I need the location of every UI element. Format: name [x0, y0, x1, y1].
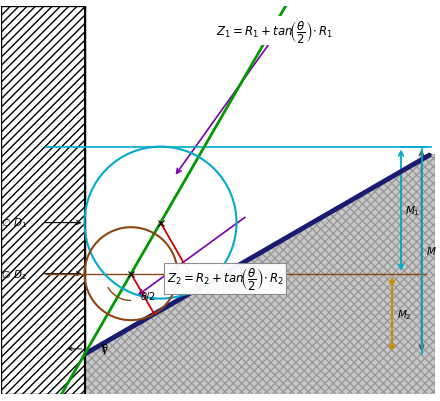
- Text: $M_1$: $M_1$: [406, 204, 420, 217]
- Text: $\emptyset\ D_1$: $\emptyset\ D_1$: [1, 216, 28, 230]
- Text: $Z_1 = R_1 + tan\!\left(\dfrac{\theta}{2}\right)\!\cdot R_1$: $Z_1 = R_1 + tan\!\left(\dfrac{\theta}{2…: [216, 18, 333, 45]
- Polygon shape: [1, 6, 84, 395]
- Text: $M$: $M$: [426, 245, 437, 257]
- Polygon shape: [84, 155, 435, 395]
- Text: $Z_2 = R_2 + tan\!\left(\dfrac{\theta}{2}\right)\!\cdot R_2$: $Z_2 = R_2 + tan\!\left(\dfrac{\theta}{2…: [167, 265, 284, 292]
- Text: $\emptyset\ D_2$: $\emptyset\ D_2$: [1, 267, 28, 281]
- Text: $\theta$: $\theta$: [101, 341, 108, 353]
- Text: $M_2$: $M_2$: [396, 307, 411, 321]
- Text: $\theta/2$: $\theta/2$: [140, 289, 156, 302]
